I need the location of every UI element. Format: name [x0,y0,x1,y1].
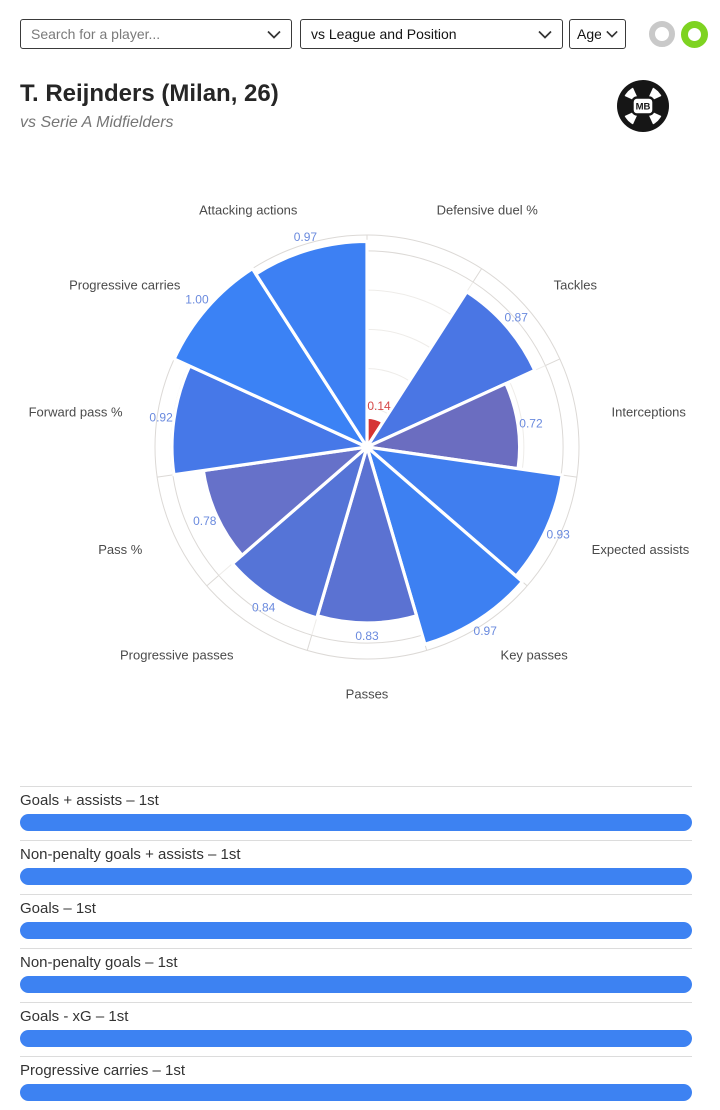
slice-category-label: Interceptions [611,404,686,419]
slice-value-label: 0.87 [505,311,529,325]
view-toggles [649,20,708,48]
stat-bar-fill [20,1030,692,1047]
logo-text: MB [636,102,651,113]
stat-bar-track [20,814,692,831]
stat-label: Non-penalty goals + assists – 1st [20,846,241,863]
grid-tick [545,358,561,366]
comparison-select-value: vs League and Position [311,26,457,42]
slice-category-label: Passes [346,687,389,702]
slice-value-label: 0.92 [149,410,173,424]
pizza-slice [365,445,564,578]
stat-bar-fill [20,922,692,939]
slice-category-label: Forward pass % [29,404,123,419]
stat-bars: Goals + assists – 1st Non-penalty goals +… [20,786,692,1110]
chevron-down-icon [267,30,281,39]
stat-row: Goals – 1st [20,894,692,948]
slice-category-label: Progressive passes [120,647,234,662]
pizza-slice [230,445,369,620]
grid-tick [472,268,483,283]
slice-category-label: Pass % [98,542,143,557]
pizza-slice [172,267,369,449]
slice-value-label: 1.00 [185,293,209,307]
chevron-down-icon [538,30,552,39]
slice-category-label: Progressive carries [69,278,181,293]
grid-tick [206,575,220,587]
stat-bar-track [20,1030,692,1047]
toggle-option-active[interactable] [681,20,708,48]
slice-value-label: 0.78 [193,514,217,528]
stat-bar-fill [20,1084,692,1101]
age-select-value: Age [577,26,601,42]
stat-label: Goals – 1st [20,900,96,917]
slice-value-label: 0.83 [355,629,379,643]
grid-tick [157,474,173,478]
toggle-option-inactive[interactable] [649,21,675,47]
logo-badge-frame [631,96,655,116]
slice-category-label: Defensive duel % [437,203,539,218]
slice-category-label: Expected assists [592,542,690,557]
slice-value-label: 0.93 [546,527,570,541]
stat-row: Goals - xG – 1st [20,1002,692,1056]
stat-bar-track [20,868,692,885]
pizza-slice [365,381,522,471]
topbar: Search for a player... vs League and Pos… [20,19,708,49]
pizza-slice [315,445,419,625]
pizza-slice [254,239,369,449]
page-subtitle: vs Serie A Midfielders [20,114,174,131]
pizza-slice [170,364,369,477]
pizza-slice [365,445,525,646]
stat-label: Goals - xG – 1st [20,1008,129,1025]
pizza-slice [365,290,537,449]
player-select[interactable]: Search for a player... [20,19,292,49]
stat-bar-fill [20,868,692,885]
stat-row: Progressive carries – 1st [20,1056,692,1110]
pizza-chart: 0.14 0.87 0.72 0.93 0.97 0.83 0.84 0.78 0.92 1.00… [29,203,690,702]
header: T. Reijnders (Milan, 26) vs Serie A Midf… [20,80,279,132]
stat-label: Non-penalty goals – 1st [20,954,178,971]
stat-label: Progressive carries – 1st [20,1062,186,1079]
slice-category-label: Tackles [554,278,598,293]
slice-value-label: 0.97 [294,230,318,244]
stat-bar-track [20,976,692,993]
mb-logo-icon: MB [617,80,669,132]
stat-bar-track [20,1084,692,1101]
slice-value-label: 0.97 [474,624,498,638]
slice-value-label: 0.14 [367,399,391,413]
stat-row: Non-penalty goals + assists – 1st [20,840,692,894]
chevron-down-icon [606,30,618,38]
player-select-value: Search for a player... [31,26,161,42]
pizza-slice [201,445,369,557]
stat-bar-fill [20,814,692,831]
slice-value-label: 0.84 [252,601,276,615]
comparison-select[interactable]: vs League and Position [300,19,563,49]
slice-category-label: Attacking actions [199,203,298,218]
stat-row: Non-penalty goals – 1st [20,948,692,1002]
grid-tick [306,635,313,651]
stat-label: Goals + assists – 1st [20,792,159,809]
age-select[interactable]: Age [569,19,626,49]
stat-row: Goals + assists – 1st [20,786,692,840]
slice-category-label: Key passes [501,647,569,662]
page-title: T. Reijnders (Milan, 26) [20,80,279,107]
slice-value-label: 0.72 [519,416,543,430]
stat-bar-track [20,922,692,939]
stat-bar-fill [20,976,692,993]
